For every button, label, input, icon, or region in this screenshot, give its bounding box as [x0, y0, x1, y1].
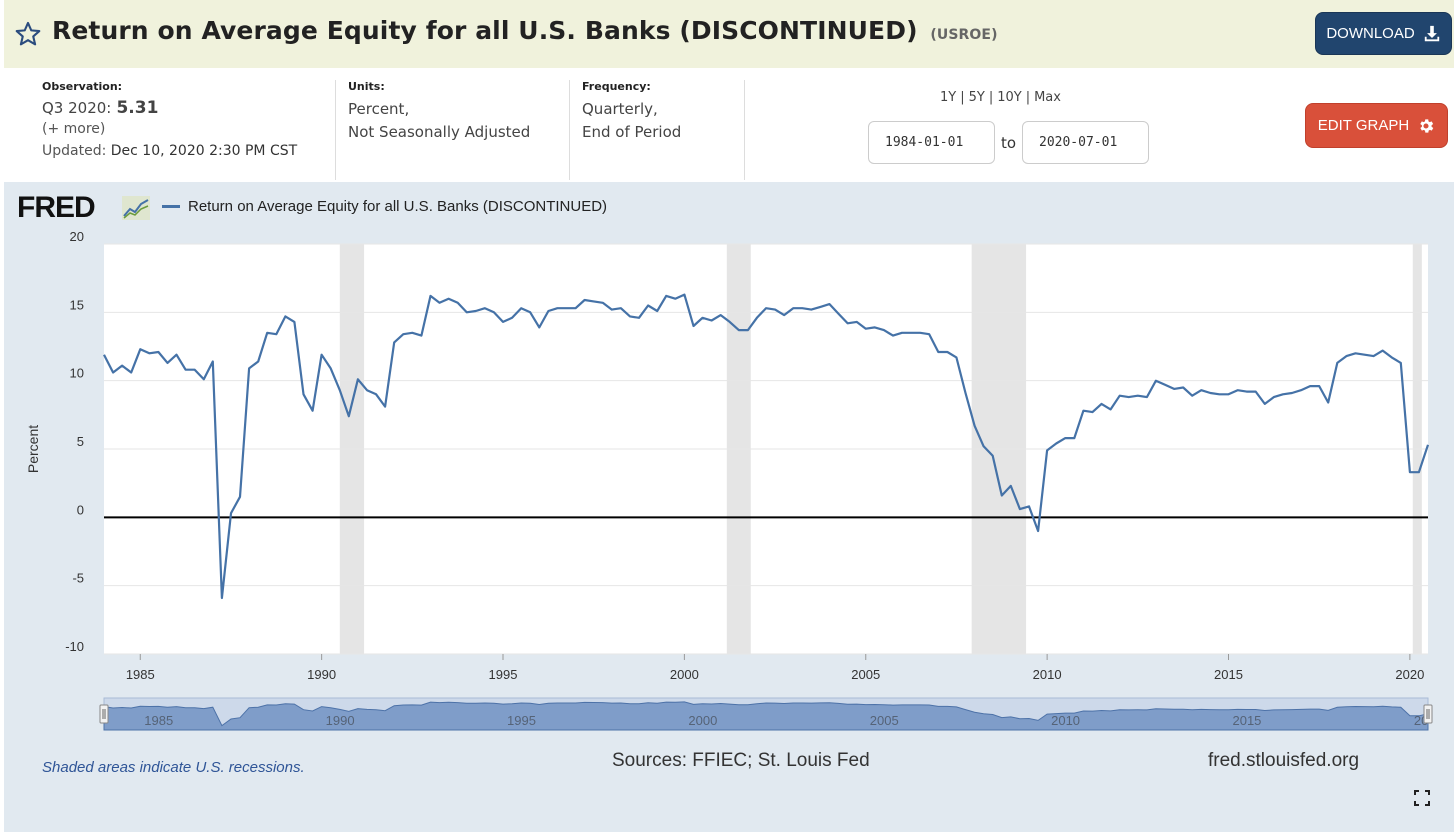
observation-period: Q3 2020: — [42, 99, 112, 117]
navigator-tick-label: 2005 — [870, 713, 899, 728]
units-line1: Percent, — [348, 100, 410, 118]
units-line2: Not Seasonally Adjusted — [348, 123, 531, 141]
x-tick-label: 2015 — [1214, 667, 1243, 682]
title-bar: Return on Average Equity for all U.S. Ba… — [4, 0, 1454, 68]
range-10y-link[interactable]: 10Y — [997, 90, 1022, 105]
download-label: DOWNLOAD — [1326, 25, 1415, 42]
y-axis-title: Percent — [25, 425, 41, 473]
navigator-area — [103, 701, 1429, 731]
units-block: Units: Percent, Not Seasonally Adjusted — [348, 80, 530, 144]
navigator-tick-label: 2000 — [688, 713, 717, 728]
legend-swatch — [162, 205, 180, 208]
x-tick-label: 1985 — [126, 667, 155, 682]
navigator-tick-label: 2010 — [1051, 713, 1080, 728]
start-date-input[interactable]: 1984-01-01 — [868, 121, 995, 164]
divider — [744, 80, 745, 180]
observation-block: Observation: Q3 2020: 5.31 (+ more) Upda… — [42, 80, 297, 162]
y-tick-label: 0 — [77, 502, 84, 517]
range-max-link[interactable]: Max — [1034, 90, 1061, 105]
updated-value: Dec 10, 2020 2:30 PM CST — [110, 143, 298, 159]
frequency-label: Frequency: — [582, 80, 651, 93]
range-1y-link[interactable]: 1Y — [940, 90, 957, 105]
graph-panel: FRED Return on Average Equity for all U.… — [4, 182, 1454, 832]
observation-value: 5.31 — [116, 98, 159, 118]
fullscreen-icon[interactable] — [1414, 790, 1430, 806]
series-title: Return on Average Equity for all U.S. Ba… — [52, 16, 918, 45]
recession-note: Shaded areas indicate U.S. recessions. — [42, 759, 305, 776]
navigator-tick-label: 1990 — [326, 713, 355, 728]
gear-icon — [1420, 118, 1434, 133]
more-observations-link[interactable]: (+ more) — [42, 121, 106, 137]
navigator-tick-label: 1995 — [507, 713, 536, 728]
sources-text: Sources: FFIEC; St. Louis Fed — [612, 750, 870, 771]
download-button[interactable]: DOWNLOAD — [1315, 12, 1452, 55]
divider — [569, 80, 570, 180]
end-date-input[interactable]: 2020-07-01 — [1022, 121, 1149, 164]
fred-chart-logo-icon — [122, 196, 150, 220]
x-tick-label: 1995 — [489, 667, 518, 682]
chart-legend: Return on Average Equity for all U.S. Ba… — [162, 198, 607, 215]
star-outline-icon[interactable] — [14, 20, 42, 48]
range-separator: | — [988, 90, 994, 105]
x-tick-label: 2005 — [851, 667, 880, 682]
page-title: Return on Average Equity for all U.S. Ba… — [52, 16, 998, 45]
updated-row: Updated: Dec 10, 2020 2:30 PM CST — [42, 140, 297, 162]
navigator-right-handle[interactable] — [1423, 704, 1433, 724]
series-line — [103, 293, 1430, 600]
fred-logo: FRED — [17, 191, 96, 224]
to-label: to — [1001, 134, 1017, 152]
frequency-block: Frequency: Quarterly, End of Period — [582, 80, 681, 144]
legend-label: Return on Average Equity for all U.S. Ba… — [188, 198, 608, 215]
series-id: (USROE) — [930, 27, 998, 43]
site-url[interactable]: fred.stlouisfed.org — [1208, 750, 1360, 771]
edit-graph-button[interactable]: EDIT GRAPH — [1305, 103, 1448, 148]
units-label: Units: — [348, 80, 385, 93]
x-tick-label: 2010 — [1033, 667, 1062, 682]
updated-label: Updated: — [42, 143, 107, 159]
edit-graph-label: EDIT GRAPH — [1317, 117, 1410, 134]
x-tick-label: 1990 — [307, 667, 336, 682]
y-tick-label: 20 — [70, 229, 84, 244]
range-separator: | — [960, 90, 965, 105]
y-tick-label: 15 — [70, 297, 84, 312]
observation-label: Observation: — [42, 80, 123, 93]
divider — [335, 80, 336, 180]
x-tick-label: 2020 — [1395, 667, 1424, 682]
navigator-left-handle[interactable] — [99, 704, 109, 724]
frequency-line1: Quarterly, — [582, 100, 658, 118]
range-5y-link[interactable]: 5Y — [968, 90, 985, 105]
y-tick-label: -5 — [72, 571, 84, 586]
range-links: 1Y | 5Y | 10Y | Max — [940, 90, 1061, 105]
x-tick-label: 2000 — [670, 667, 699, 682]
series-metadata: Observation: Q3 2020: 5.31 (+ more) Upda… — [0, 68, 1456, 182]
navigator-tick-label: 2015 — [1232, 713, 1261, 728]
y-tick-label: -10 — [65, 639, 84, 654]
navigator-tick-label: 1985 — [144, 713, 173, 728]
frequency-line2: End of Period — [582, 123, 682, 141]
download-icon — [1424, 25, 1439, 41]
range-separator: | — [1025, 90, 1031, 105]
y-tick-label: 10 — [70, 366, 84, 381]
y-tick-label: 5 — [77, 434, 84, 449]
